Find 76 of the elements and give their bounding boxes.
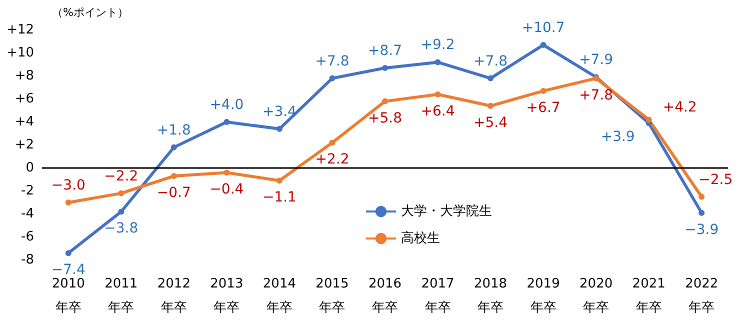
data-label: +9.2 xyxy=(420,37,455,54)
data-label: +5.8 xyxy=(368,110,402,126)
data-label: +1.8 xyxy=(156,122,191,138)
data-label: +4.2 xyxy=(662,100,697,116)
point xyxy=(434,59,441,66)
legend-label: 大学・大学院生 xyxy=(401,204,492,219)
data-label: −3.9 xyxy=(684,222,719,238)
point xyxy=(170,173,177,180)
point xyxy=(170,144,177,150)
y-tick-label: -2 xyxy=(21,184,34,198)
point xyxy=(488,102,494,109)
data-label: +7.8 xyxy=(474,53,508,70)
point xyxy=(329,140,336,146)
x-tick-label: 2019 年卒 xyxy=(526,276,560,316)
point xyxy=(698,210,705,216)
y-tick-label: +2 xyxy=(14,138,34,152)
point xyxy=(382,64,388,71)
y-tick-label: +8 xyxy=(14,68,34,84)
x-tick-label: 2020 年卒 xyxy=(580,276,613,316)
x-tick-label: 2021 年卒 xyxy=(632,276,666,316)
point xyxy=(276,126,282,132)
legend-label: 高校生 xyxy=(401,230,440,246)
x-tick-label: 2022 年卒 xyxy=(685,276,718,316)
y-tick-label: -8 xyxy=(21,252,34,268)
point xyxy=(224,170,230,176)
point xyxy=(540,88,546,94)
point xyxy=(276,178,282,184)
point xyxy=(118,190,124,196)
x-tick-label: 2014 年卒 xyxy=(262,276,296,316)
y-axis-title: （%ポイント） xyxy=(52,6,128,19)
data-label: −2.5 xyxy=(698,172,733,188)
x-tick-label: 2018 年卒 xyxy=(474,276,508,316)
x-tick-label: 2017 年卒 xyxy=(421,276,454,316)
x-tick-label: 2012 年卒 xyxy=(157,276,190,316)
data-label: +7.8 xyxy=(315,53,350,70)
data-label: +8.7 xyxy=(368,42,402,59)
point xyxy=(65,250,72,256)
data-label: −3.8 xyxy=(104,220,138,237)
y-tick-label: -4 xyxy=(21,206,34,222)
data-label: +4.0 xyxy=(210,97,244,113)
data-label: −1.1 xyxy=(262,190,296,206)
data-label: +10.7 xyxy=(522,20,565,36)
x-tick-label: 2013 年卒 xyxy=(210,276,244,316)
point xyxy=(382,98,388,104)
point xyxy=(65,200,72,206)
data-label: −0.4 xyxy=(210,182,244,198)
y-tick-label: +10 xyxy=(6,46,34,60)
data-label: +5.4 xyxy=(474,114,508,131)
data-label: −2.2 xyxy=(104,168,138,184)
point xyxy=(434,91,441,98)
x-tick-label: 2010 年卒 xyxy=(52,276,85,316)
point xyxy=(646,116,652,123)
x-tick-label: 2015 年卒 xyxy=(316,276,349,316)
data-label: +3.9 xyxy=(600,129,635,146)
data-label: +6.7 xyxy=(526,100,560,116)
data-label: +3.4 xyxy=(262,104,297,120)
point xyxy=(329,75,336,82)
point xyxy=(540,42,546,48)
point xyxy=(118,208,124,215)
data-label: +6.4 xyxy=(420,103,455,120)
y-tick-label: +6 xyxy=(14,92,34,106)
data-label: +7.9 xyxy=(579,52,614,68)
y-tick-label: -6 xyxy=(21,230,34,244)
y-tick-label: 0 xyxy=(26,160,34,176)
y-tick-label: +12 xyxy=(6,22,34,38)
x-tick-label: 2016 年卒 xyxy=(368,276,402,316)
data-label: −7.4 xyxy=(51,262,86,278)
data-label: +7.8 xyxy=(579,87,614,104)
point xyxy=(488,75,494,82)
point xyxy=(698,194,705,200)
data-label: +2.2 xyxy=(315,152,350,168)
data-label: −0.7 xyxy=(156,185,191,202)
y-tick-label: +4 xyxy=(14,114,34,130)
point xyxy=(224,119,230,125)
x-tick-label: 2011 年卒 xyxy=(104,276,138,316)
data-label: −3.0 xyxy=(51,178,86,194)
